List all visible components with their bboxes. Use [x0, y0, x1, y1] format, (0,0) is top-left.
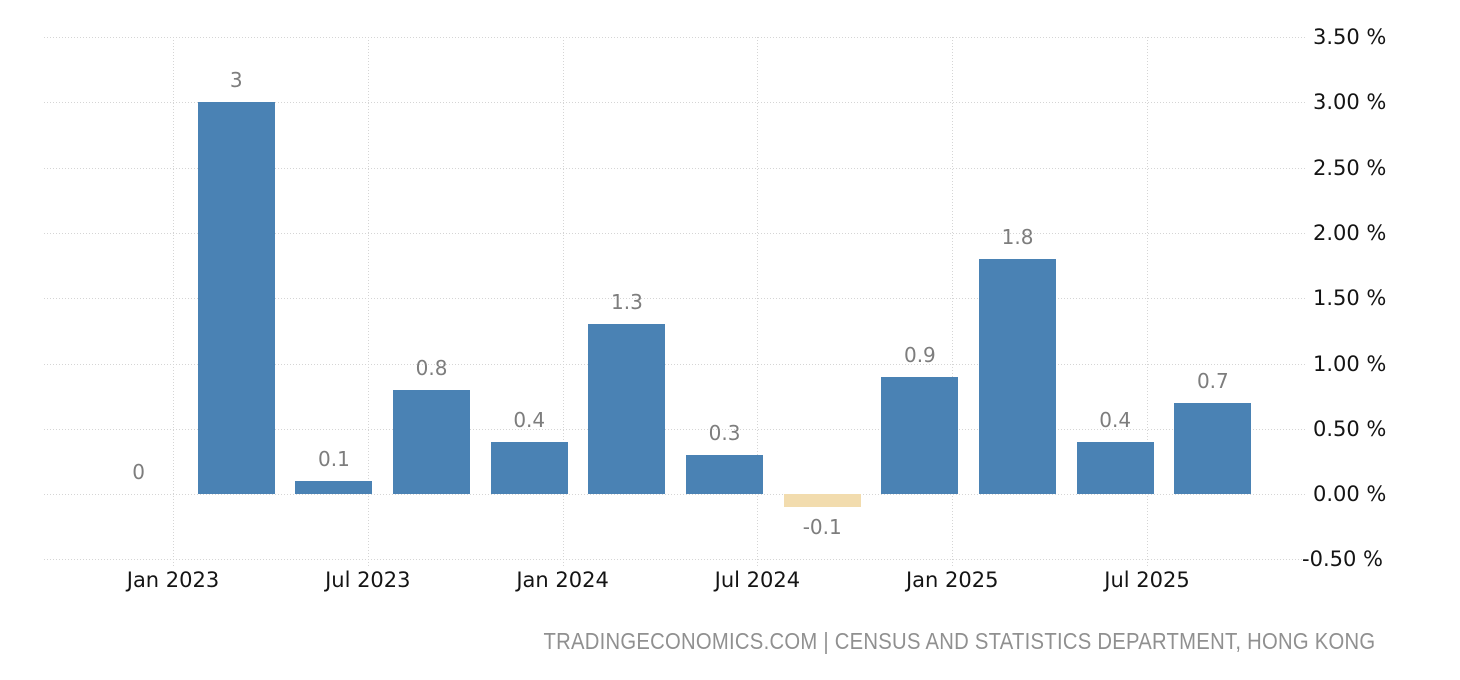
y-axis-tick-label: 2.00 % [1313, 220, 1387, 245]
bar-value-label: 3 [229, 68, 243, 93]
y-axis-tick-label: 3.00 % [1313, 90, 1387, 115]
gridline-horizontal [44, 298, 1307, 300]
bar[interactable] [881, 376, 959, 495]
x-axis-tick-label: Jan 2025 [905, 568, 999, 592]
gridline-horizontal [44, 232, 1307, 234]
y-axis-tick-label: -0.50 % [1302, 547, 1383, 572]
gridline-vertical [173, 37, 174, 567]
bar[interactable] [197, 102, 275, 495]
gridline-vertical [757, 37, 759, 567]
x-axis-tick-label: Jan 2024 [516, 568, 609, 592]
bar[interactable] [979, 259, 1057, 495]
x-axis-tick-label: Jul 2023 [325, 568, 411, 592]
y-axis-tick-label: 2.50 % [1313, 155, 1387, 180]
bar[interactable] [1076, 441, 1154, 495]
x-axis-tick-label: Jul 2024 [714, 568, 801, 592]
gridline-vertical [367, 37, 369, 567]
gridline-vertical [1147, 37, 1148, 567]
y-axis-tick-label: 1.50 % [1313, 286, 1387, 311]
bar-value-label: -0.1 [802, 515, 842, 540]
bar[interactable] [295, 481, 373, 495]
gridline-horizontal [44, 428, 1307, 430]
gridline-vertical [562, 37, 564, 567]
bar[interactable] [686, 454, 764, 495]
y-axis-tick-label: 3.50 % [1313, 25, 1387, 49]
x-axis-tick-label: Jul 2025 [1104, 568, 1190, 592]
bar[interactable] [588, 324, 666, 495]
bar-value-label: 1.8 [1001, 225, 1034, 250]
gridline-vertical [952, 37, 954, 567]
bar-value-label: 0.3 [708, 420, 741, 445]
gridline-horizontal [44, 37, 1307, 38]
gridline-horizontal [44, 494, 1307, 496]
bar-value-label: 0.9 [903, 342, 936, 367]
bar[interactable] [1174, 402, 1252, 495]
gridline-horizontal [44, 102, 1307, 104]
y-axis-tick-label: 0.00 % [1313, 482, 1387, 507]
gridline-horizontal [44, 363, 1307, 365]
bar-value-label: 0 [132, 460, 145, 485]
bar-value-label: 0.4 [1099, 407, 1132, 432]
bar-value-label: 0.8 [415, 355, 448, 380]
chart-source-attribution: TRADINGECONOMICS.COM | CENSUS AND STATIS… [543, 628, 1375, 654]
y-axis-tick-label: 1.00 % [1313, 351, 1387, 376]
bar-value-label: 1.3 [610, 290, 643, 315]
bar[interactable] [490, 441, 568, 495]
gridline-horizontal [44, 167, 1307, 169]
bar-value-label: 0.7 [1196, 368, 1229, 393]
bar[interactable] [393, 389, 471, 495]
bar[interactable] [783, 494, 861, 508]
y-axis-tick-label: 0.50 % [1313, 416, 1387, 441]
gridline-horizontal [44, 559, 1307, 561]
bar-value-label: 0.1 [318, 447, 350, 472]
bar-value-label: 0.4 [513, 407, 546, 432]
x-axis-tick-label: Jan 2023 [126, 568, 220, 592]
